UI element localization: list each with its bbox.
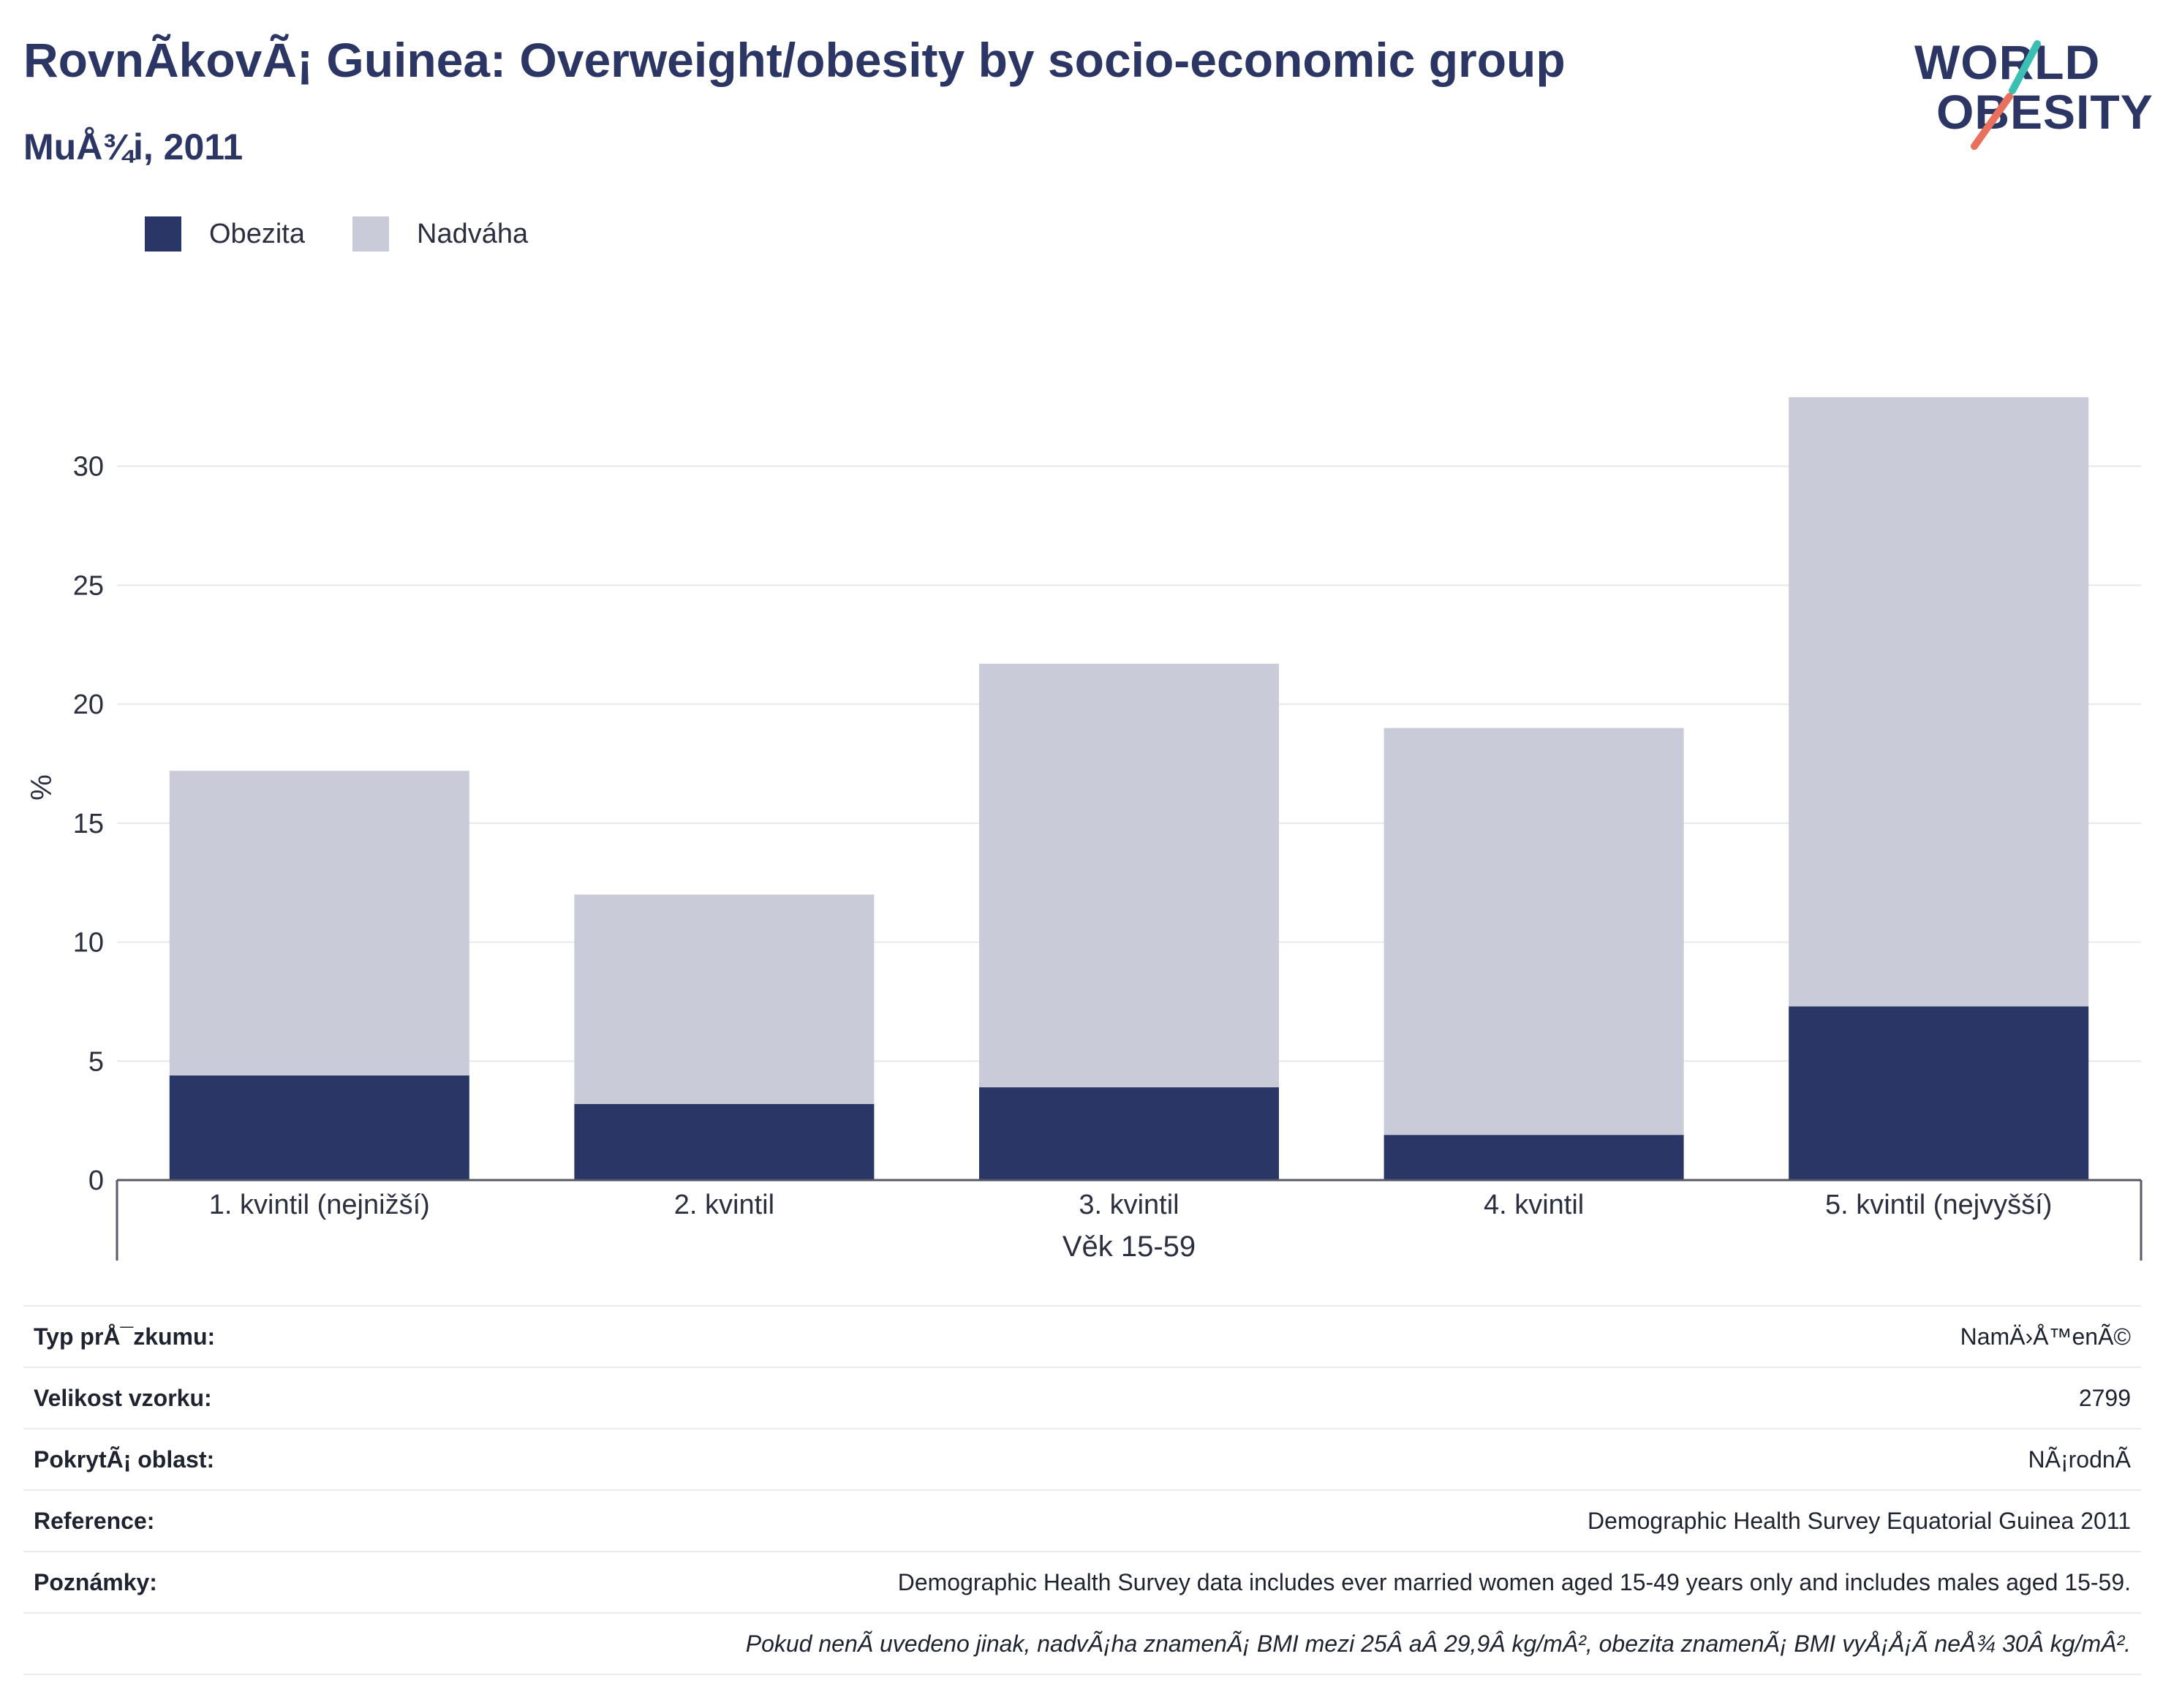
bar-obezita xyxy=(1384,1135,1684,1180)
bar-chart: 0 5 10 15 20 25 30% 1. kvintil (nejnižší) 2. kvi… xyxy=(26,397,2143,1263)
legend-label-nadvaha: Nadváha xyxy=(417,218,529,249)
info-row-survey-type: Typ prÅ¯zkumu: NamÄ›Å™enÃ© xyxy=(23,1305,2141,1367)
world-obesity-logo: WORLD OBESITY xyxy=(1909,35,2153,155)
y-tick-label: 20 xyxy=(73,689,104,720)
bar-nadvaha xyxy=(979,663,1279,1088)
x-tick-label: 5. kvintil (nejvyšší) xyxy=(1825,1190,2052,1220)
bar-obezita xyxy=(574,1103,875,1180)
bar-obezita xyxy=(979,1087,1279,1180)
logo-word-obesity: OBESITY xyxy=(1936,85,2153,139)
bar-nadvaha xyxy=(574,894,875,1104)
info-value: 2799 xyxy=(2078,1384,2131,1411)
info-row-sample-size: Velikost vzorku: 2799 xyxy=(23,1367,2141,1428)
bar-obezita xyxy=(169,1075,469,1180)
info-row-coverage: PokrytÃ¡ oblast: NÃ¡rodnÃ xyxy=(23,1428,2141,1489)
info-label: Typ prÅ¯zkumu: xyxy=(34,1323,216,1350)
chart-title: RovnÃkovÃ¡ Guinea: Overweight/obesity by… xyxy=(23,33,1566,87)
logo-word-world: WORLD xyxy=(1914,35,2101,89)
y-tick-label: 5 xyxy=(88,1046,104,1077)
x-group-label: Věk 15-59 xyxy=(1062,1231,1196,1263)
x-tick-label: 4. kvintil xyxy=(1484,1190,1584,1220)
y-tick-label: 0 xyxy=(88,1165,104,1196)
info-value: Demographic Health Survey data includes … xyxy=(897,1568,2131,1595)
info-value: NamÄ›Å™enÃ© xyxy=(1960,1323,2131,1350)
y-tick-label: 15 xyxy=(73,809,104,839)
x-tick-label: 2. kvintil xyxy=(674,1190,774,1220)
info-row-notes: Poznámky: Demographic Health Survey data… xyxy=(23,1551,2141,1612)
info-value: NÃ¡rodnÃ xyxy=(2028,1446,2132,1473)
info-label: Velikost vzorku: xyxy=(34,1384,212,1411)
legend-swatch-nadvaha xyxy=(352,216,389,252)
y-tick-label: 25 xyxy=(73,570,104,601)
bar-obezita xyxy=(1789,1006,2089,1180)
y-tick-label: 30 xyxy=(73,452,104,483)
info-value: Pokud nenÃ uvedeno jinak, nadvÃ¡ha zname… xyxy=(745,1630,2131,1657)
legend-item-nadvaha[interactable]: Nadváha xyxy=(352,216,528,252)
info-label: Reference: xyxy=(34,1507,155,1534)
y-tick-label: 10 xyxy=(73,928,104,959)
legend-item-obezita[interactable]: Obezita xyxy=(145,216,305,252)
legend-label-obezita: Obezita xyxy=(209,218,305,249)
bar-nadvaha xyxy=(1789,397,2089,1007)
info-table: Typ prÅ¯zkumu: NamÄ›Å™enÃ© Velikost vzor… xyxy=(23,1305,2141,1675)
info-row-reference: Reference: Demographic Health Survey Equ… xyxy=(23,1489,2141,1551)
x-tick-label: 1. kvintil (nejnižší) xyxy=(209,1190,430,1220)
y-axis-label: % xyxy=(26,774,58,801)
info-value: Demographic Health Survey Equatorial Gui… xyxy=(1588,1507,2131,1534)
info-row-bmi-note: Pokud nenÃ uvedeno jinak, nadvÃ¡ha zname… xyxy=(23,1612,2141,1675)
logo-slash-icon xyxy=(1971,40,2041,150)
x-tick-label: 3. kvintil xyxy=(1079,1190,1179,1220)
info-label: Poznámky: xyxy=(34,1568,157,1595)
bar-nadvaha xyxy=(1384,728,1684,1135)
bar-nadvaha xyxy=(169,771,469,1076)
legend-swatch-obezita xyxy=(145,216,181,252)
info-label: PokrytÃ¡ oblast: xyxy=(34,1446,215,1473)
chart-subtitle: MuÅ¾i, 2011 xyxy=(23,126,244,167)
